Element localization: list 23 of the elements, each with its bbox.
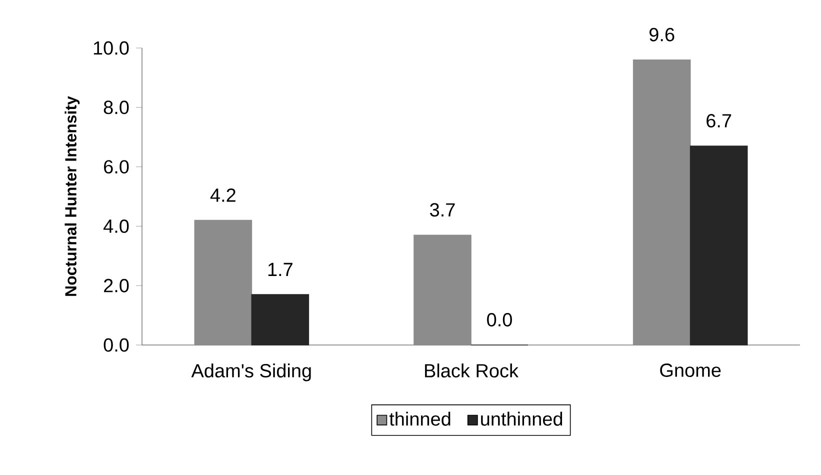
x-tick-label: Gnome	[660, 364, 721, 377]
data-label: 1.7	[268, 262, 292, 276]
legend-label: thinned	[389, 412, 450, 426]
y-axis-title: Nocturnal Hunter Intensity	[64, 96, 80, 296]
bar	[251, 294, 310, 346]
legend-label: unthinned	[481, 412, 562, 426]
bar	[194, 220, 252, 346]
data-label: 0.0	[487, 313, 512, 326]
y-tick-label: 8.0	[104, 100, 129, 114]
data-label: 6.7	[706, 114, 732, 128]
y-tick-label: 6.0	[104, 160, 129, 174]
y-tick-label: 2.0	[104, 278, 129, 292]
bar	[414, 234, 472, 346]
bar	[632, 59, 691, 346]
x-tick-label: Adam's Siding	[191, 364, 311, 382]
x-tick-label: Black Rock	[425, 364, 519, 378]
y-tick-label: 0.0	[104, 338, 129, 352]
bar	[690, 146, 748, 346]
data-label: 4.2	[210, 188, 236, 202]
y-tick-label: 4.0	[103, 219, 129, 233]
y-tick-label: 10.0	[94, 41, 129, 55]
data-label: 3.7	[430, 203, 455, 217]
data-label: 9.6	[650, 28, 674, 42]
